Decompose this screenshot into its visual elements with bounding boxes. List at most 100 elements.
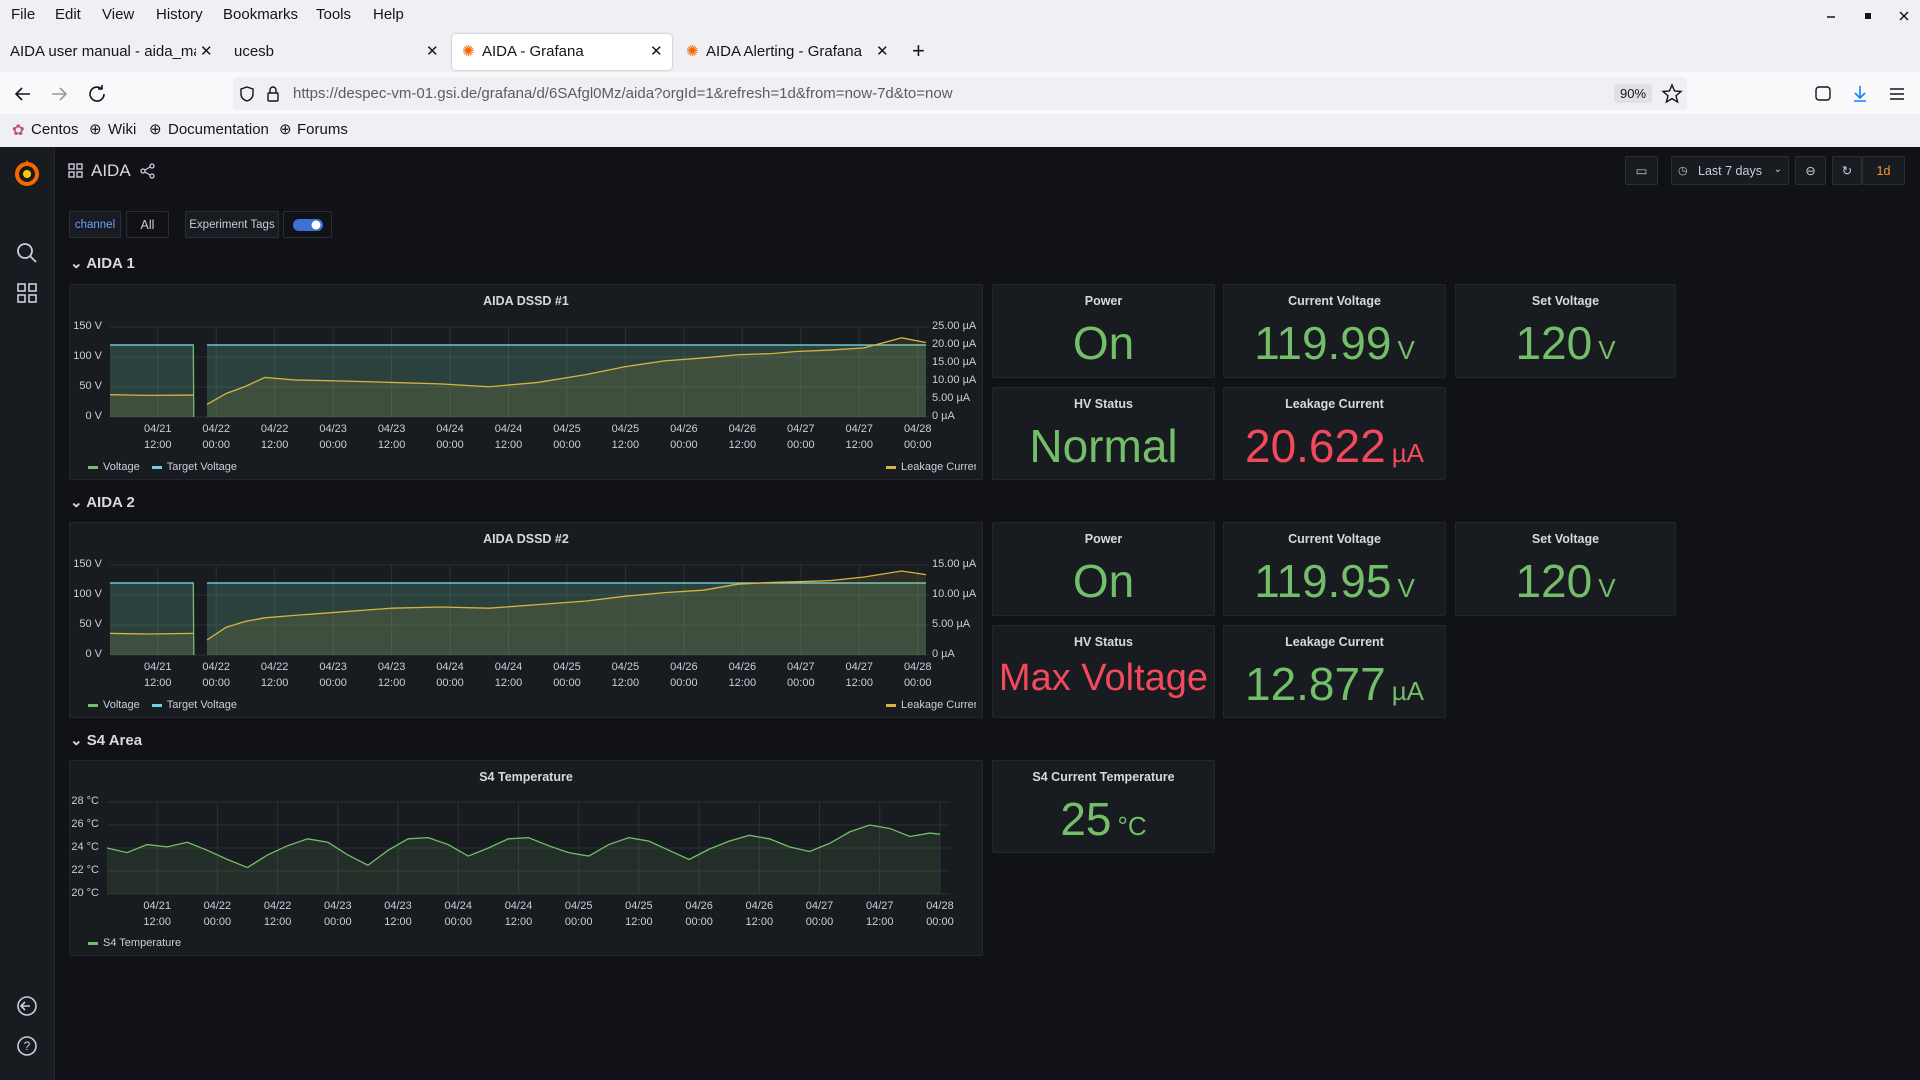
x-tick-label: 04/25 00:00 <box>553 423 581 451</box>
panel-title: S4 Temperature <box>479 770 573 784</box>
x-tick-label: 04/26 12:00 <box>728 423 757 451</box>
x-tick-label: 04/26 00:00 <box>670 423 698 451</box>
zoom-out-button[interactable]: ⊖ <box>1795 156 1826 185</box>
bookmark-icon: ⊕ <box>89 121 102 138</box>
panel-title: AIDA DSSD #2 <box>483 532 569 546</box>
legend: Voltage Target Voltage <box>88 699 237 711</box>
dashboards-icon[interactable] <box>15 281 39 305</box>
tab-close[interactable]: ✕ <box>426 43 439 60</box>
row-header[interactable]: ⌄ AIDA 2 <box>70 493 135 511</box>
y-tick-label: 150 V <box>73 320 102 332</box>
tab-icon: ✺ <box>462 43 475 60</box>
refresh-button[interactable]: ↻ <box>1832 156 1862 185</box>
nav-buttons[interactable] <box>12 82 112 106</box>
tab-active[interactable]: ✺ AIDA - Grafana ✕ <box>452 34 672 70</box>
menu-item[interactable]: Bookmarks <box>223 6 299 23</box>
legend-label: Voltage <box>103 461 140 473</box>
x-tick-label: 04/27 12:00 <box>845 661 874 689</box>
tv-mode-button[interactable]: ▭ <box>1625 156 1658 185</box>
row-caret: ⌄ <box>70 255 87 272</box>
x-tick-label: 04/28 00:00 <box>926 900 954 928</box>
stat-unit: °C <box>1117 810 1147 841</box>
x-tick-label: 04/26 12:00 <box>745 900 774 928</box>
stat-panel: Leakage Current 12.877 µA <box>1223 625 1446 718</box>
menu-item[interactable]: Edit <box>55 6 81 23</box>
signin-icon[interactable] <box>15 994 39 1018</box>
menu-item[interactable]: File <box>11 6 36 23</box>
search-icon[interactable] <box>15 241 39 265</box>
grafana-logo[interactable] <box>12 158 42 188</box>
menu-item[interactable]: View <box>102 6 135 23</box>
legend-item: Leakage Current <box>886 699 976 711</box>
refresh-interval[interactable]: 1d <box>1862 156 1905 185</box>
x-tick-label: 04/23 12:00 <box>377 423 406 451</box>
legend-label: Target Voltage <box>166 699 238 711</box>
x-tick-label: 04/25 00:00 <box>564 900 593 928</box>
new-tab[interactable]: + <box>912 38 925 63</box>
chart-panel: AIDA DSSD #2 0 V 50 V 100 V 150 V 0 µA 5.00 µA… <box>69 522 983 718</box>
stat-number: Normal <box>1029 419 1178 472</box>
bookmark[interactable]: Forums <box>297 121 348 138</box>
x-tick-label: 04/27 12:00 <box>865 900 894 928</box>
x-tick-label: 04/27 00:00 <box>787 661 815 689</box>
legend-label: Leakage Current <box>901 699 976 711</box>
tab-close[interactable]: ✕ <box>876 43 889 60</box>
stat-value: On <box>993 554 1214 608</box>
stat-number: 119.99 <box>1254 317 1392 369</box>
help-icon[interactable]: ? <box>15 1034 39 1058</box>
plot <box>109 326 929 418</box>
series-area <box>110 583 926 655</box>
menu-item[interactable]: Help <box>373 6 404 23</box>
tab-close[interactable]: ✕ <box>650 43 663 60</box>
legend-label: Target Voltage <box>166 461 238 473</box>
row-caret: ⌄ <box>70 494 87 511</box>
window-controls[interactable] <box>1820 8 1912 24</box>
y2-tick-label: 5.00 µA <box>932 618 971 630</box>
x-tick-label: 04/24 00:00 <box>444 900 473 928</box>
panel-title: Set Voltage <box>1531 532 1600 546</box>
series-line <box>109 570 927 641</box>
x-tick-label: 04/22 12:00 <box>260 661 289 689</box>
x-tick-label: 04/23 12:00 <box>377 661 406 689</box>
zoom-level[interactable]: 90% <box>1614 84 1653 103</box>
tab[interactable]: AIDA user manual - aida_manual✕ <box>0 34 226 70</box>
bookmark[interactable]: Wiki <box>108 121 137 138</box>
y-tick-label: 26 °C <box>71 818 99 830</box>
x-tick-label: 04/24 12:00 <box>494 423 523 451</box>
time-picker[interactable]: Last 7 days ◷ ⌄ <box>1671 156 1789 185</box>
tab-close[interactable]: ✕ <box>200 43 213 60</box>
variable-select[interactable]: All <box>126 211 169 238</box>
row-header[interactable]: ⌄ AIDA 1 <box>70 254 135 272</box>
menu-item[interactable]: Tools <box>316 6 352 23</box>
x-tick-label: 04/22 00:00 <box>202 661 230 689</box>
stat-unit: V <box>1598 573 1616 603</box>
clock-icon: ◷ <box>1678 165 1688 177</box>
x-tick-label: 04/22 00:00 <box>203 900 232 928</box>
tab[interactable]: ucesb ✕ <box>226 34 450 70</box>
panel-title: Set Voltage <box>1531 294 1600 308</box>
tab[interactable]: ✺ AIDA Alerting - Grafana ✕ <box>674 34 900 70</box>
stat-value: 20.622 µA <box>1224 419 1445 473</box>
stat-number: Max Voltage <box>998 656 1209 699</box>
x-tick-label: 04/24 12:00 <box>504 900 533 928</box>
x-tick-label: 04/26 12:00 <box>728 661 757 689</box>
url-text[interactable]: https://despec-vm-01.gsi.de/grafana/d/6S… <box>293 85 953 102</box>
x-tick-label: 04/21 12:00 <box>143 900 171 928</box>
stat-number: On <box>1072 555 1135 607</box>
bookmark[interactable]: Centos <box>31 121 79 138</box>
y2-tick-label: 20.00 µA <box>932 338 977 350</box>
url-field[interactable] <box>233 77 1687 110</box>
dashboard-title[interactable]: AIDA <box>91 161 131 180</box>
y-tick-label: 150 V <box>73 558 102 570</box>
stat-panel: Current Voltage 119.95 V <box>1223 522 1446 616</box>
tags-toggle[interactable] <box>283 211 332 238</box>
share-icon[interactable] <box>140 163 156 179</box>
stat-number: 25 <box>1060 792 1112 845</box>
toolbar-icons[interactable] <box>1660 82 1910 106</box>
panel-title: Leakage Current <box>1285 397 1384 411</box>
toggle <box>292 218 323 231</box>
y2-tick-label: 10.00 µA <box>932 588 977 600</box>
row-header[interactable]: ⌄ S4 Area <box>70 731 142 749</box>
menu-item[interactable]: History <box>156 6 203 23</box>
bookmark[interactable]: Documentation <box>168 121 269 138</box>
